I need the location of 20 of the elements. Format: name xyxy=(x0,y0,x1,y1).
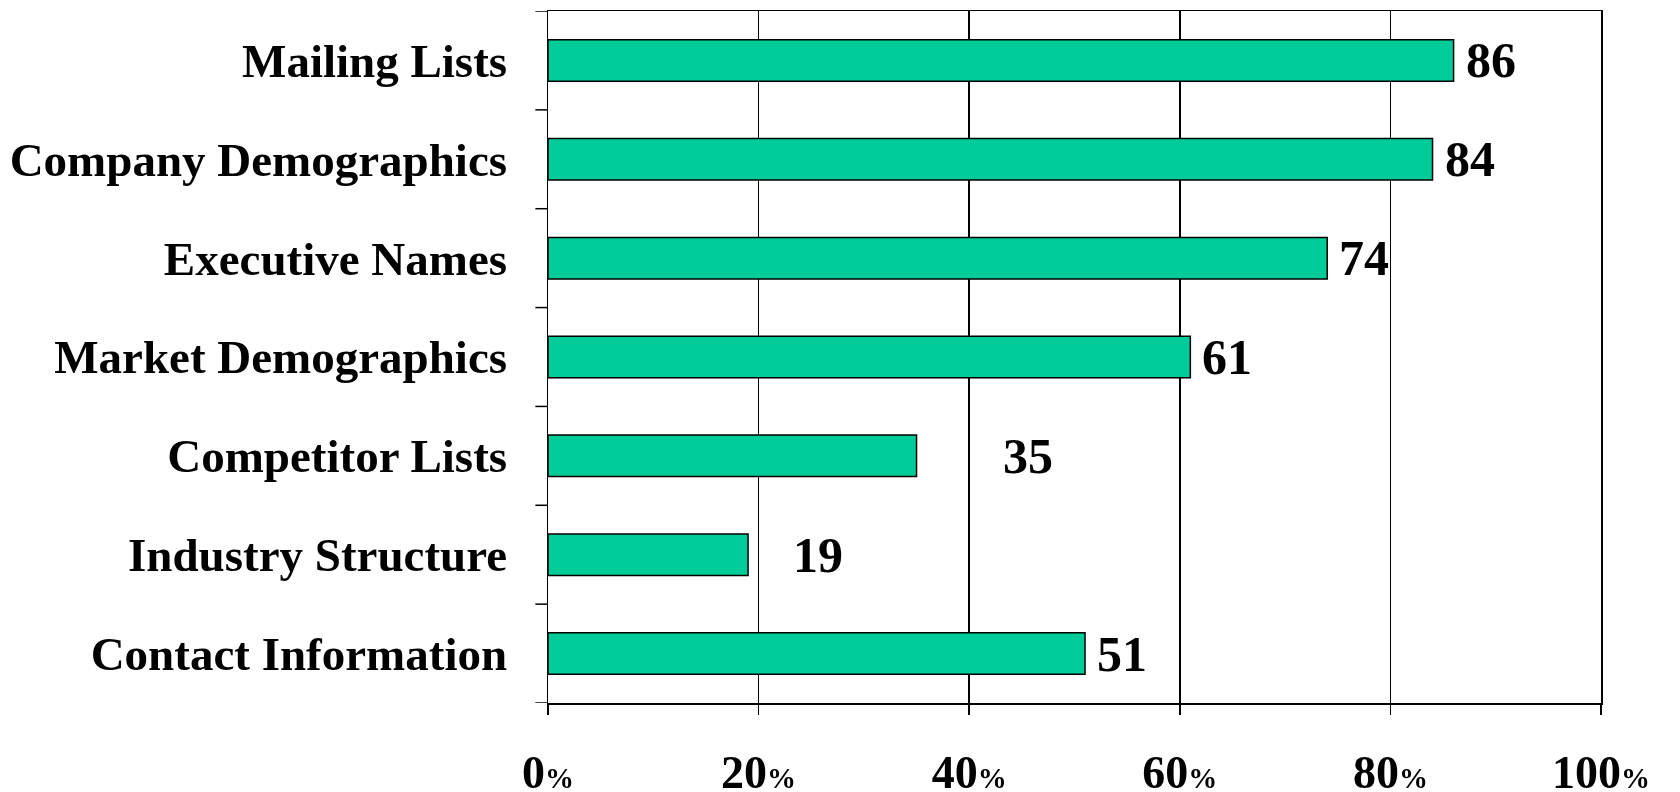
data-label: 51 xyxy=(1097,626,1147,682)
data-label: 61 xyxy=(1202,329,1252,385)
x-tick-label: 40% xyxy=(931,746,1007,792)
x-tick-label: 100% xyxy=(1552,746,1650,792)
x-tick-label: 0% xyxy=(522,746,574,792)
data-label: 19 xyxy=(793,527,843,583)
data-label: 86 xyxy=(1466,32,1516,88)
data-label: 84 xyxy=(1445,131,1495,187)
y-tick-label: Company Demographics xyxy=(9,133,508,186)
y-tick-label: Market Demographics xyxy=(54,331,508,384)
x-tick-label: 20% xyxy=(721,746,797,792)
x-tick-label: 80% xyxy=(1352,746,1428,792)
data-label: 35 xyxy=(1003,428,1053,484)
y-tick-label: Competitor Lists xyxy=(167,430,508,483)
y-tick-label: Mailing Lists xyxy=(242,34,508,87)
x-tick-label: 60% xyxy=(1142,746,1218,792)
y-tick-label: Executive Names xyxy=(163,232,508,285)
y-tick-label: Industry Structure xyxy=(128,529,508,582)
y-tick-label: Contact Information xyxy=(90,628,508,681)
data-label: 74 xyxy=(1339,230,1389,286)
